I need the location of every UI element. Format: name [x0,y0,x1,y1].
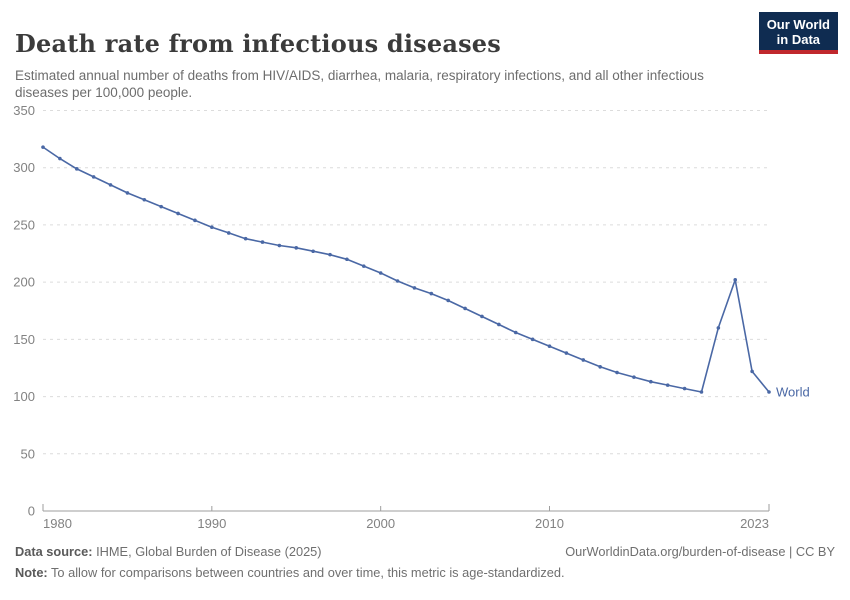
data-point [226,231,231,235]
data-point [699,390,704,394]
data-point [513,330,518,335]
data-point [108,183,113,187]
data-point [429,291,434,296]
data-point [260,240,265,244]
x-axis-tick-label: 1990 [197,516,226,531]
data-point [767,390,771,394]
data-point [665,383,670,387]
data-point [74,167,79,171]
y-axis-tick-label: 300 [13,160,35,175]
data-point [193,218,197,223]
data-point [463,306,467,311]
chart-subtitle: Estimated annual number of deaths from H… [15,67,704,100]
note-text: To allow for comparisons between countri… [47,565,565,580]
world-series-label[interactable]: World [776,384,810,399]
data-point [615,370,619,375]
data-point [716,326,721,330]
y-axis-tick-label: 150 [13,332,35,347]
data-point [125,191,130,195]
x-axis-tick-label: 2010 [535,516,564,531]
data-point [395,279,400,283]
page-title: Death rate from infectious diseases [15,29,501,59]
data-point [345,257,349,262]
data-point [632,375,636,379]
data-point [530,337,535,342]
chart-footer: Data source: IHME, Global Burden of Dise… [0,541,850,583]
data-point [598,365,602,369]
note-label: Note: [15,565,48,580]
y-axis-tick-label: 250 [13,217,35,232]
data-point [91,175,96,179]
data-point [733,278,738,282]
x-axis-tick-label: 1980 [43,516,72,531]
y-axis-tick-label: 0 [28,504,35,519]
data-point [446,298,451,303]
data-point [378,271,383,275]
y-axis-tick-label: 200 [13,275,35,290]
data-point [294,246,299,250]
data-point [328,252,332,257]
data-point [682,386,687,391]
data-point [649,379,653,384]
y-axis-tick-label: 100 [13,389,35,404]
data-point [581,358,586,362]
data-source-text: IHME, Global Burden of Disease (2025) [92,544,322,559]
data-source-line: Data source: IHME, Global Burden of Dise… [15,541,322,562]
y-axis-tick-label: 50 [21,446,35,461]
owid-logo[interactable]: Our World in Data [758,12,838,54]
data-point [58,156,62,161]
data-point [361,264,366,268]
data-point [243,236,248,241]
data-point [41,145,45,149]
series-line-world[interactable] [42,146,770,393]
note-line: Note: To allow for comparisons between c… [15,562,565,583]
data-point [547,344,552,349]
owid-url-link[interactable]: OurWorldinData.org/burden-of-disease | C… [565,544,835,559]
owid-logo-line2: in Data [776,32,821,47]
chart-canvas: 0 50 100 150 200 250 300 350 1980 1990 2000 2010 202… [13,103,810,531]
data-point [311,249,315,254]
data-point [159,204,163,209]
data-source-label: Data source: [15,544,93,559]
data-point [277,243,282,248]
data-point [412,286,417,290]
data-point [142,197,147,202]
x-axis-tick-label: 2000 [366,516,395,531]
data-point [176,211,180,216]
data-point [480,314,484,319]
x-axis-tick-label: 2023 [740,516,769,531]
data-point [750,369,754,374]
data-point [564,351,569,355]
owid-logo-line1: Our World [766,17,830,32]
data-point [210,225,214,230]
y-axis-tick-label: 350 [13,103,35,118]
data-point [497,322,501,327]
